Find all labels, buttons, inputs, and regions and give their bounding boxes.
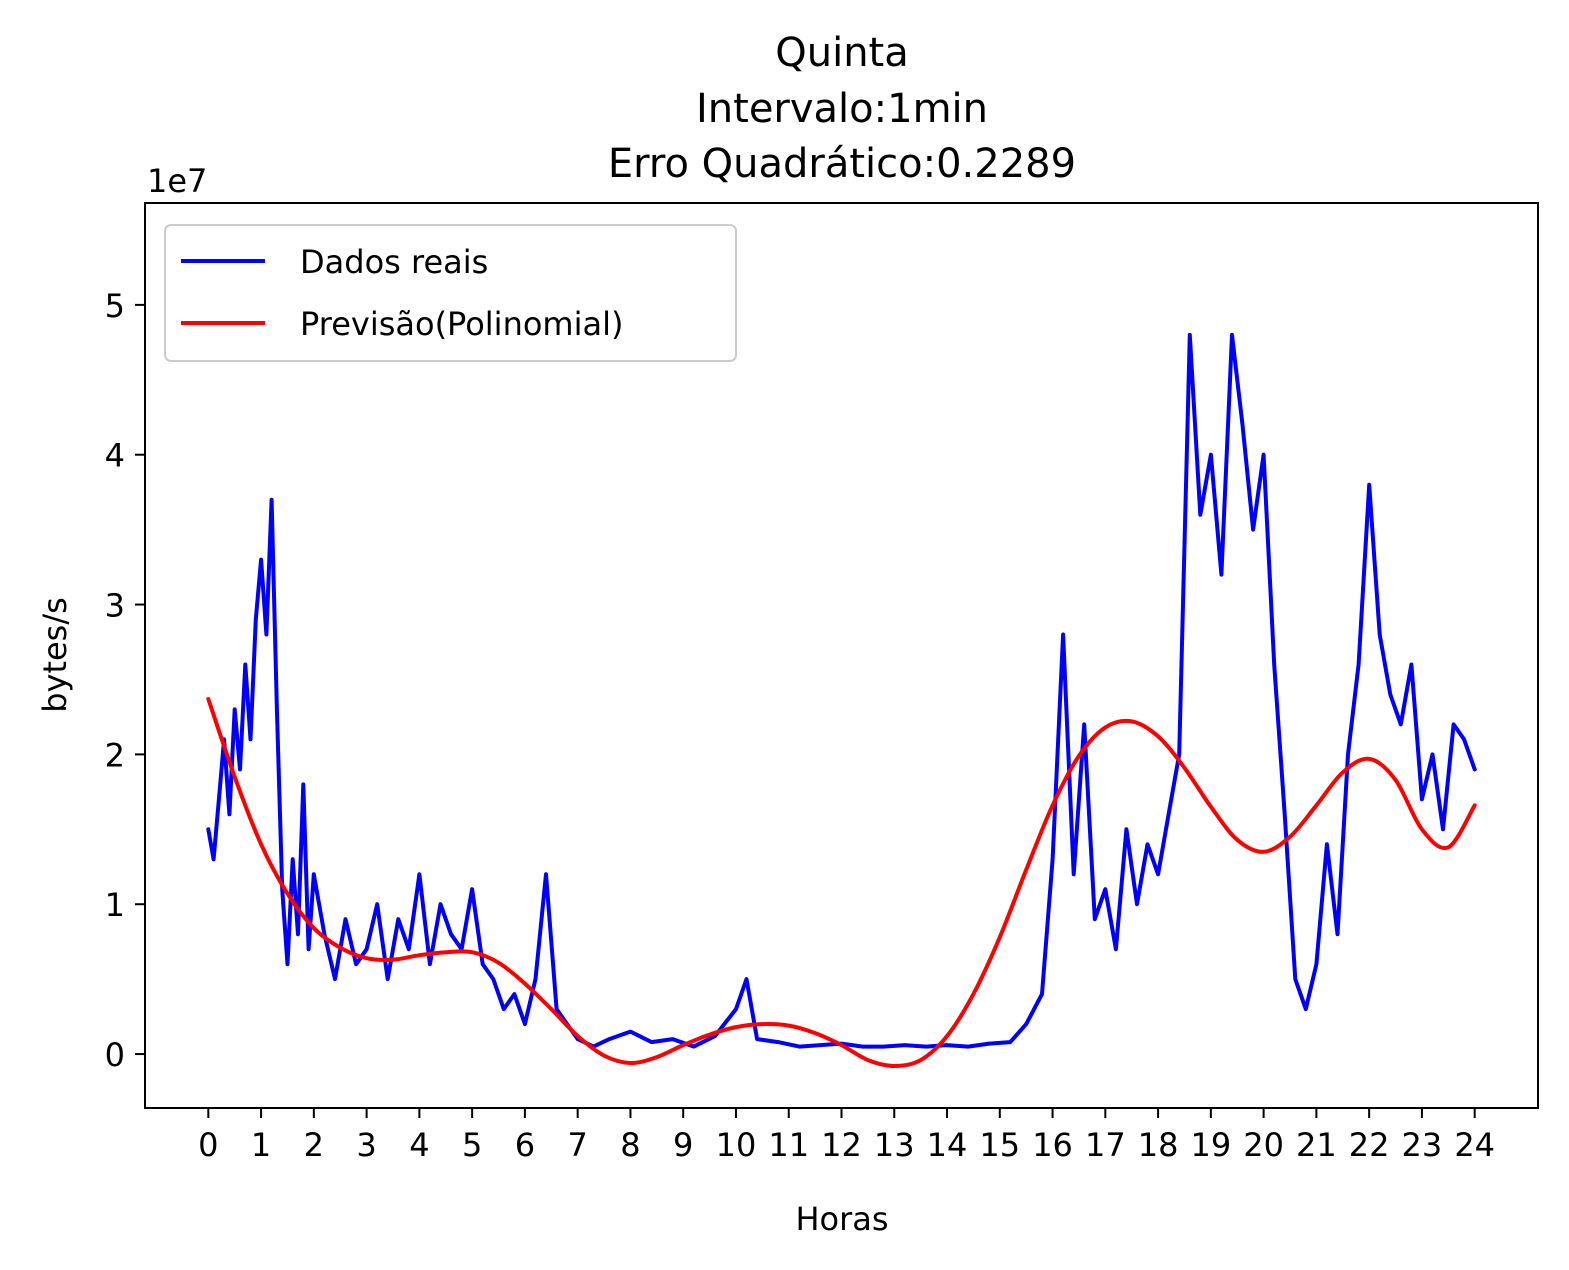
- legend-label-dados-reais: Dados reais: [300, 243, 488, 281]
- legend: Dados reais Previsão(Polinomial): [164, 224, 737, 362]
- y-tick-label: 0: [105, 1036, 125, 1074]
- chart-title-line-2: Intervalo:1min: [696, 86, 988, 132]
- x-tick-label: 16: [1032, 1126, 1073, 1164]
- x-tick-label: 14: [927, 1126, 968, 1164]
- x-tick-label: 12: [821, 1126, 862, 1164]
- x-tick-label: 15: [979, 1126, 1020, 1164]
- chart-title-line-1: Quinta: [775, 30, 909, 76]
- x-axis-label: Horas: [795, 1200, 888, 1238]
- x-tick-label: 10: [716, 1126, 757, 1164]
- y-tick-label: 1: [105, 886, 125, 924]
- plot-frame: [144, 202, 1539, 1109]
- x-tick-label: 17: [1085, 1126, 1126, 1164]
- y-tick-label: 5: [105, 287, 125, 325]
- y-tick-label: 2: [105, 736, 125, 774]
- x-tick-label: 0: [198, 1126, 218, 1164]
- y-tick-label: 4: [105, 437, 125, 475]
- x-tick-label: 22: [1349, 1126, 1390, 1164]
- x-tick-label: 19: [1190, 1126, 1231, 1164]
- x-tick-label: 7: [567, 1126, 587, 1164]
- series-line-dados-reais: [206, 332, 1477, 1049]
- legend-box: [164, 224, 737, 362]
- chart-title-line-3: Erro Quadrático:0.2289: [608, 141, 1076, 187]
- x-tick-label: 3: [356, 1126, 376, 1164]
- x-tick-label: 9: [673, 1126, 693, 1164]
- x-tick-label: 5: [462, 1126, 482, 1164]
- x-tick-label: 8: [620, 1126, 640, 1164]
- x-tick-label: 13: [874, 1126, 915, 1164]
- y-axis-label: bytes/s: [36, 597, 74, 713]
- x-tick-label: 4: [409, 1126, 429, 1164]
- x-tick-label: 23: [1402, 1126, 1443, 1164]
- x-axis-ticks: 0 1 2 3 4 5 6 7 8 9 10 11 12 13 14 15 16 17 18 19 20 21 22 23 24: [198, 1108, 1495, 1164]
- x-tick-label: 2: [304, 1126, 324, 1164]
- y-axis-ticks: 0 1 2 3 4 5: [105, 287, 145, 1074]
- legend-label-previsao-polinomial: Previsão(Polinomial): [300, 305, 623, 343]
- y-tick-label: 3: [105, 587, 125, 625]
- y-axis-offset-label: 1e7: [147, 162, 207, 200]
- x-tick-label: 1: [251, 1126, 271, 1164]
- x-tick-label: 18: [1138, 1126, 1179, 1164]
- x-tick-label: 20: [1243, 1126, 1284, 1164]
- series-line-previsao-polinomial: [206, 697, 1477, 1068]
- x-tick-label: 21: [1296, 1126, 1337, 1164]
- x-tick-label: 6: [515, 1126, 535, 1164]
- x-tick-label: 24: [1454, 1126, 1495, 1164]
- x-tick-label: 11: [768, 1126, 809, 1164]
